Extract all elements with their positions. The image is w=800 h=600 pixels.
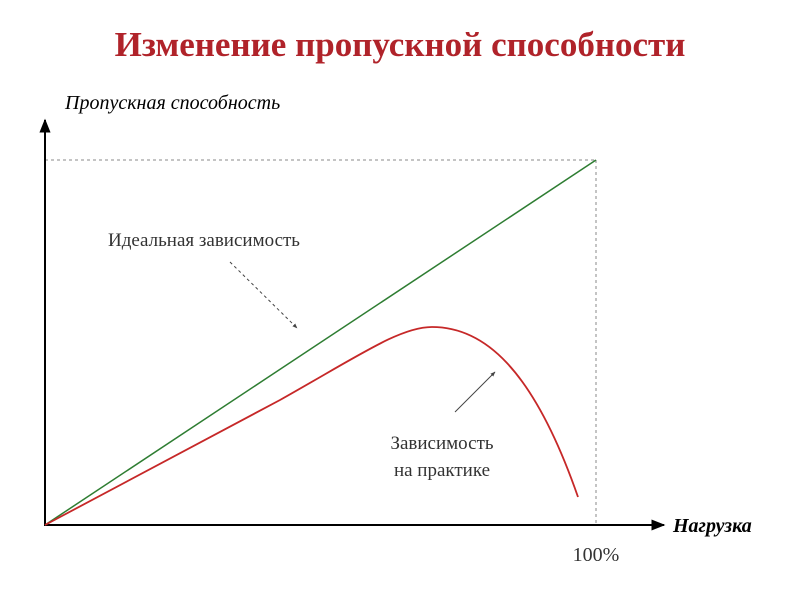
ideal-line: [44, 159, 597, 526]
practice-label: Зависимость: [390, 433, 493, 454]
practice-arrow: [454, 371, 496, 413]
practice-curve: [44, 326, 579, 526]
ideal-label: Идеальная зависимость: [108, 230, 300, 251]
ideal-arrow: [229, 261, 298, 329]
title: Изменение пропускной способности: [115, 25, 686, 64]
y-axis-label: Пропускная способность: [64, 92, 280, 114]
practice-label: на практике: [394, 460, 490, 481]
x-axis-label: Нагрузка: [672, 515, 752, 537]
x-max-label: 100%: [573, 544, 620, 566]
